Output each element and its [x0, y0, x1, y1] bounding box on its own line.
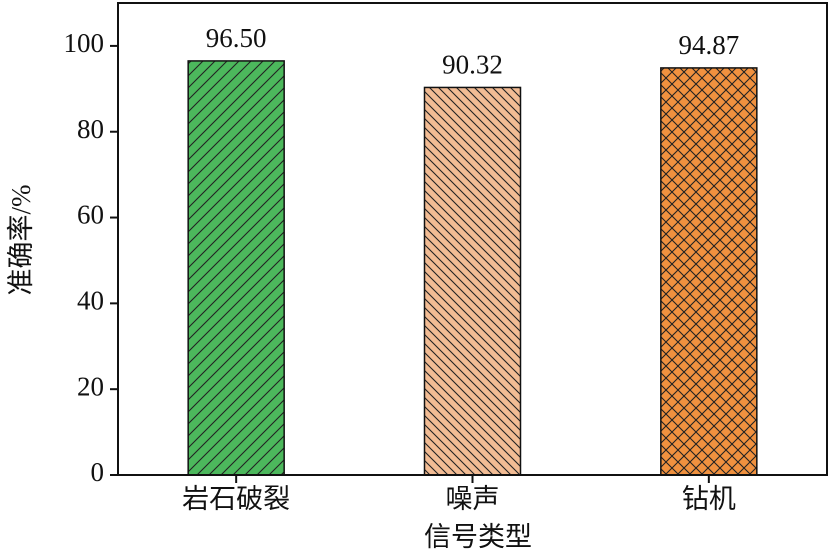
y-tick-label: 0: [91, 457, 105, 487]
y-axis-title: 准确率/%: [6, 185, 36, 296]
value-label: 94.87: [678, 30, 739, 60]
x-tick-label: 钻机: [682, 484, 736, 514]
bar: [423, 86, 522, 476]
x-axis-title: 信号类型: [424, 522, 532, 552]
value-label: 90.32: [442, 50, 503, 80]
value-label: 96.50: [206, 23, 267, 53]
y-tick-label: 80: [77, 114, 104, 144]
bar: [660, 67, 758, 476]
y-tick-label: 40: [77, 286, 104, 316]
x-tick-label: 岩石破裂: [182, 484, 290, 514]
y-tick-label: 20: [77, 371, 104, 401]
y-tick-label: 60: [77, 200, 104, 230]
y-tick-label: 100: [64, 28, 105, 58]
x-tick-label: 噪声: [446, 484, 500, 514]
plot-frame: [117, 2, 828, 476]
bar: [187, 60, 285, 476]
